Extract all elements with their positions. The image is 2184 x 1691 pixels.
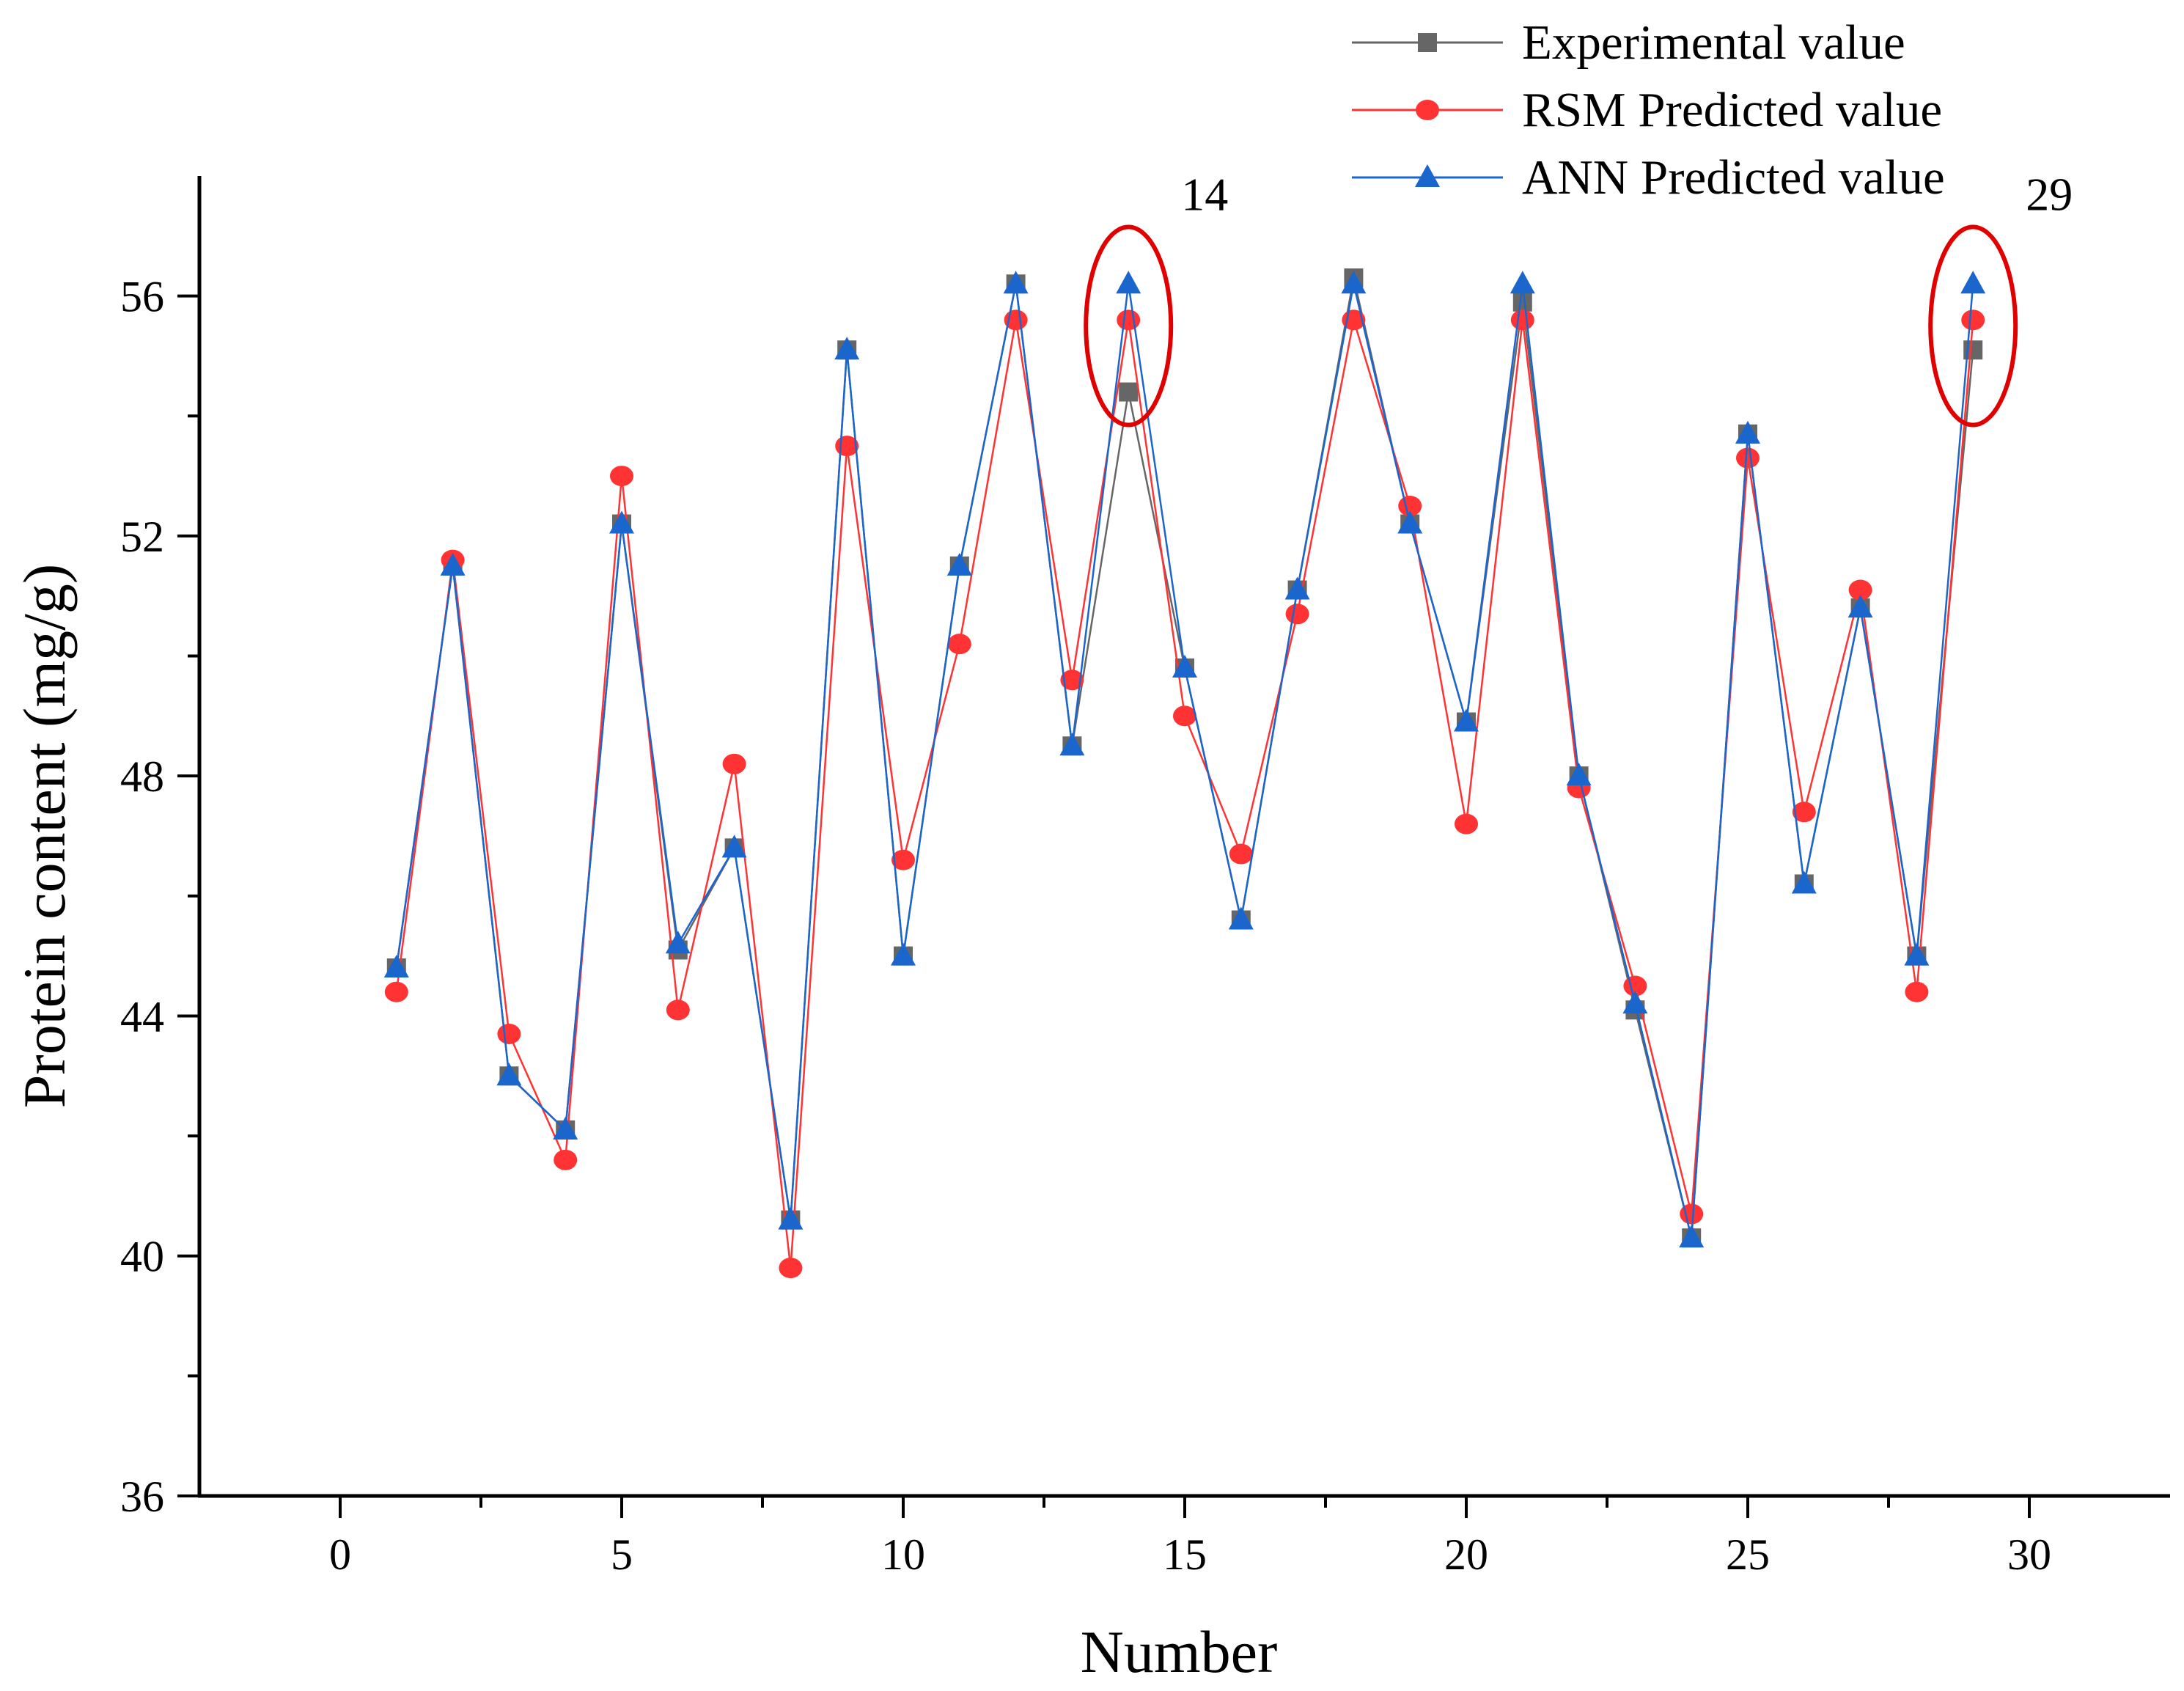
data-point	[778, 1206, 804, 1230]
data-point	[1905, 981, 1929, 1002]
data-point	[553, 1116, 578, 1140]
data-point	[1119, 382, 1139, 402]
series-square	[386, 268, 1983, 1248]
x-tick-label: 15	[1163, 1530, 1207, 1579]
data-point	[1059, 733, 1085, 756]
series-line	[395, 277, 1974, 1239]
y-tick-label: 48	[120, 752, 164, 801]
legend-item: ANN Predicted value	[1352, 150, 1945, 205]
annotation-label: 29	[2026, 169, 2073, 221]
series-triangle	[383, 271, 1986, 1248]
data-point	[1847, 595, 1873, 618]
highlight-ellipse	[1928, 224, 2018, 428]
data-point	[891, 849, 915, 870]
data-point	[1285, 604, 1309, 625]
data-point	[383, 955, 409, 977]
data-point	[1228, 906, 1254, 930]
y-axis-title: Protein content (mg/g)	[11, 564, 78, 1108]
data-point	[497, 1024, 521, 1044]
data-point	[1679, 1225, 1705, 1248]
data-point	[1512, 292, 1532, 312]
legend-marker	[1416, 100, 1439, 120]
annotation-label: 14	[1181, 169, 1228, 221]
y-tick-label: 52	[120, 513, 164, 561]
legend-label: ANN Predicted value	[1522, 150, 1945, 205]
legend: Experimental value RSM Predicted value ANN…	[1352, 15, 1945, 205]
data-point	[1454, 708, 1479, 732]
data-point	[610, 466, 633, 487]
data-point	[1510, 309, 1534, 331]
series-layer	[383, 268, 1986, 1279]
data-point	[496, 1063, 522, 1086]
data-point	[1172, 654, 1197, 678]
data-point	[779, 1258, 803, 1279]
legend-item: RSM Predicted value	[1352, 83, 1942, 137]
y-tick-label: 40	[120, 1233, 164, 1281]
data-point	[609, 510, 634, 534]
y-tick-label: 56	[120, 273, 164, 321]
data-point	[1791, 870, 1817, 894]
data-point	[1397, 510, 1423, 534]
series-circle	[384, 309, 1985, 1279]
x-tick-label: 5	[611, 1530, 633, 1579]
data-point	[1341, 271, 1367, 294]
data-point	[947, 634, 971, 655]
data-point	[722, 753, 746, 774]
legend-marker	[1418, 33, 1437, 52]
x-axis-title: Number	[1081, 1618, 1278, 1685]
data-point	[1961, 309, 1985, 331]
y-tick-label: 44	[120, 992, 164, 1041]
annotations: 14 29	[1084, 169, 2073, 428]
legend-label: RSM Predicted value	[1522, 83, 1942, 137]
highlight-ellipse	[1084, 224, 1174, 428]
x-tick-label: 30	[2007, 1530, 2051, 1579]
y-tick-label: 36	[120, 1472, 164, 1521]
data-point	[1455, 813, 1478, 835]
data-point	[1117, 309, 1141, 331]
legend-marker	[1415, 164, 1440, 187]
x-tick-label: 10	[881, 1530, 925, 1579]
data-point	[1060, 670, 1084, 691]
data-point	[1566, 763, 1592, 786]
data-point	[1622, 991, 1648, 1014]
x-tick-label: 20	[1444, 1530, 1488, 1579]
data-point	[1792, 802, 1816, 823]
data-point	[554, 1149, 578, 1170]
series-line	[395, 320, 1974, 1269]
data-point	[1680, 1203, 1704, 1225]
legend-label: Experimental value	[1522, 15, 1905, 70]
data-point	[1904, 942, 1930, 966]
series-line	[395, 283, 1974, 1239]
data-point	[834, 337, 860, 360]
data-point	[1848, 579, 1872, 601]
data-point	[1003, 271, 1029, 294]
data-point	[665, 931, 691, 954]
axes	[197, 176, 2170, 1498]
data-point	[1735, 420, 1760, 444]
data-point	[1510, 271, 1535, 294]
data-point	[1173, 705, 1196, 727]
data-point	[1116, 271, 1141, 294]
data-point	[1960, 271, 1986, 294]
data-point	[440, 552, 466, 576]
data-point	[1229, 843, 1253, 865]
data-point	[721, 835, 747, 858]
data-point	[946, 552, 972, 576]
data-point	[891, 942, 916, 966]
data-point	[1736, 447, 1760, 469]
data-point	[666, 999, 690, 1021]
ticks: 0 5 10 15 20 25 30 36 40 44 48 52 56	[120, 273, 2051, 1579]
x-tick-label: 0	[329, 1530, 351, 1579]
data-point	[384, 981, 408, 1002]
x-tick-label: 25	[1726, 1530, 1770, 1579]
legend-item: Experimental value	[1352, 15, 1905, 70]
data-point	[1284, 576, 1310, 600]
